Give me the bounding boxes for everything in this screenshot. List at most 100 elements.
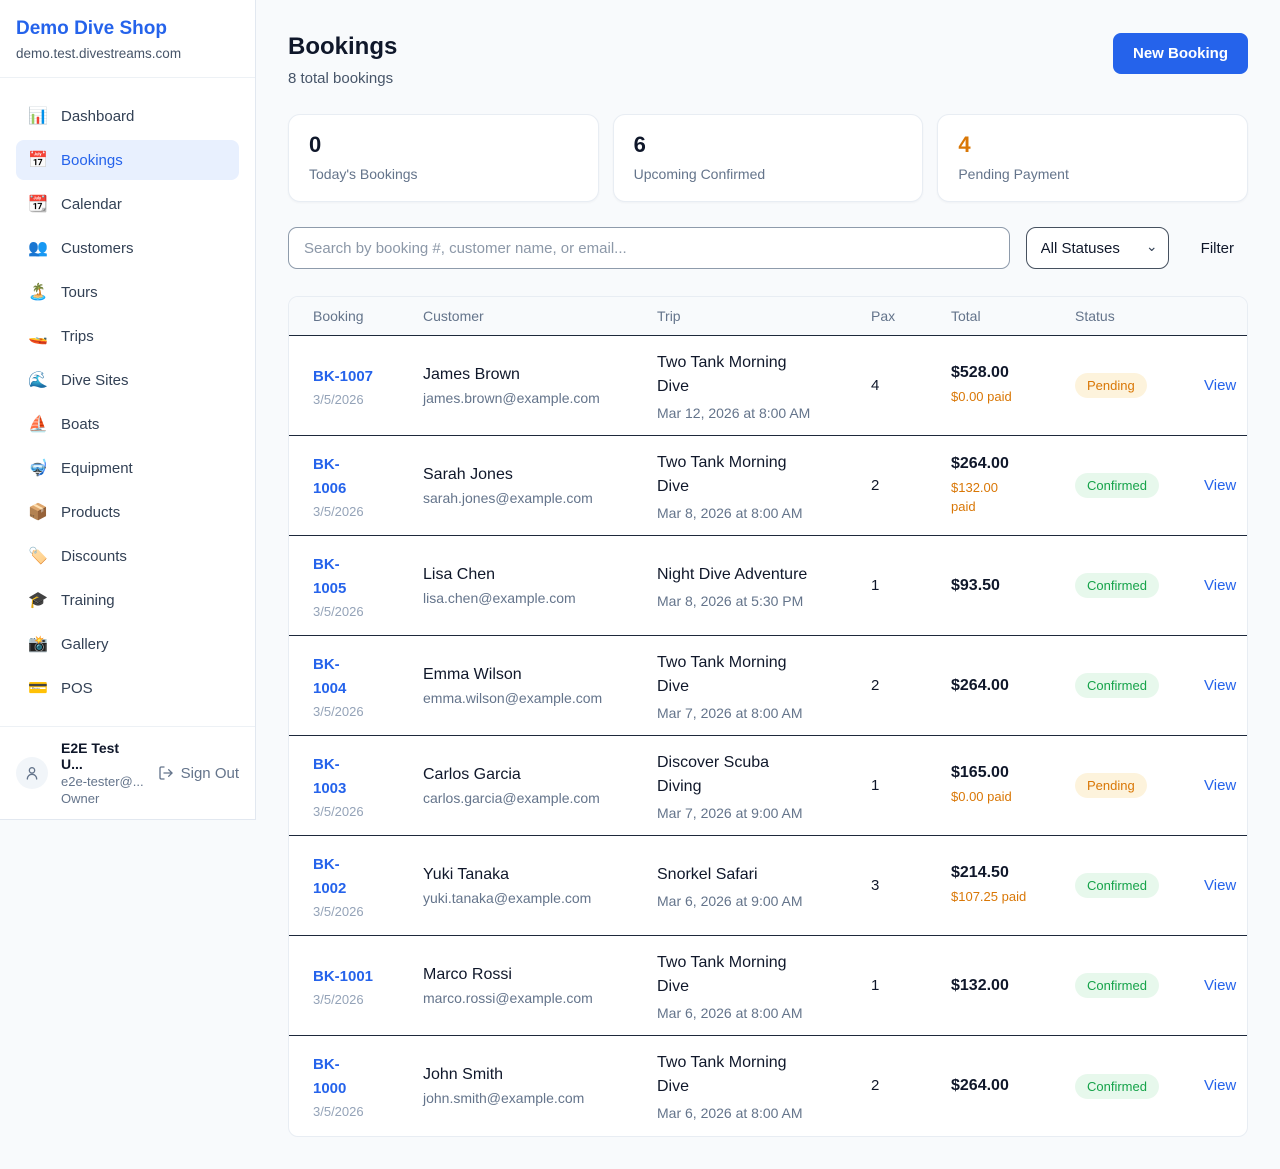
person-icon [26,767,38,780]
total-cell: $165.00 $0.00 paid [951,764,1075,807]
status-cell: Confirmed [1075,673,1204,698]
column-header-customer: Customer [423,308,484,324]
view-link[interactable]: View [1204,776,1237,794]
customer-cell: Marco Rossi marco.rossi@example.com [423,966,657,1006]
customer-cell: Yuki Tanaka yuki.tanaka@example.com [423,866,657,906]
logout-icon [158,766,173,780]
sidebar-item-boats[interactable]: ⛵ Boats [16,404,239,444]
view-link[interactable]: View [1204,576,1237,594]
user-info: E2E Test U... e2e-tester@... Owner [61,740,145,806]
pax-value: 2 [871,676,880,694]
customer-cell: James Brown james.brown@example.com [423,366,657,406]
sidebar-item-customers[interactable]: 👥 Customers [16,228,239,268]
action-cell: View [1204,476,1247,495]
customer-cell: Sarah Jones sarah.jones@example.com [423,466,657,506]
trip-name: Snorkel Safari [657,865,758,883]
trip-name: Two Tank Morning Dive [657,1054,787,1095]
total-amount: $132.00 [951,976,1009,994]
calendar-icon: 📅 [28,152,48,169]
status-badge: Confirmed [1075,1073,1159,1099]
new-booking-button[interactable]: New Booking [1112,33,1248,74]
status-badge: Pending [1075,773,1147,798]
stats-row: 0 Today's Bookings 6 Upcoming Confirmed … [288,114,1248,202]
sidebar-item-gallery[interactable]: 📸 Gallery [16,624,239,664]
action-cell: View [1204,676,1247,695]
view-link[interactable]: View [1204,976,1237,994]
user-name: E2E Test U... [61,740,120,772]
booking-id-link[interactable]: BK- 1006 [313,455,347,497]
sidebar-item-dive-sites[interactable]: 🌊 Dive Sites [16,360,239,400]
trip-cell: Two Tank Morning Dive Mar 8, 2026 at 8:0… [657,451,871,521]
view-link[interactable]: View [1204,476,1237,494]
customer-cell: John Smith john.smith@example.com [423,1066,657,1106]
pax-value: 1 [871,576,880,594]
user-role: Owner [61,791,100,806]
table-header-row: Booking Customer Trip Pax Total Status [289,297,1247,336]
status-cell: Confirmed [1075,473,1204,498]
status-badge: Pending [1075,373,1147,398]
booking-cell: BK- 1002 3/5/2026 [313,853,423,919]
sidebar-item-bookings[interactable]: 📅 Bookings [16,140,239,180]
total-amount: $528.00 [951,364,1009,382]
view-link[interactable]: View [1204,1077,1237,1094]
stat-card-upcoming-confirmed: 6 Upcoming Confirmed [612,114,924,202]
user-section: E2E Test U... e2e-tester@... Owner Sign … [0,726,255,819]
view-link[interactable]: View [1204,876,1237,894]
total-amount: $165.00 [951,764,1009,782]
sidebar-item-products[interactable]: 📦 Products [16,492,239,532]
trip-datetime: Mar 6, 2026 at 9:00 AM [657,892,803,909]
customer-email: yuki.tanaka@example.com [423,889,592,906]
customer-name: Lisa Chen [423,565,496,583]
trip-datetime: Mar 8, 2026 at 8:00 AM [657,504,803,521]
package-icon: 📦 [28,504,48,521]
customer-email: lisa.chen@example.com [423,589,576,606]
sidebar-item-label: Trips [61,327,94,345]
booking-id-link[interactable]: BK- 1002 [313,855,347,897]
sidebar-item-label: POS [61,679,93,697]
bookings-table: Booking Customer Trip Pax Total Status B… [288,296,1248,1137]
booking-id-link[interactable]: BK-1007 [313,367,374,385]
view-link[interactable]: View [1204,376,1237,394]
booking-date: 3/5/2026 [313,603,364,619]
total-amount: $214.50 [951,864,1009,882]
filter-button[interactable]: Filter [1200,239,1234,257]
sidebar-item-equipment[interactable]: 🤿 Equipment [16,448,239,488]
camera-icon: 📸 [28,636,48,653]
view-link[interactable]: View [1204,676,1237,694]
sidebar-item-pos[interactable]: 💳 POS [16,668,239,708]
customer-email: carlos.garcia@example.com [423,789,600,806]
bar-chart-icon: 📊 [28,108,48,125]
customer-name: Carlos Garcia [423,765,521,783]
status-select-wrap: All Statuses ⌄ [1025,227,1169,269]
sign-out-label: Sign Out [180,764,239,782]
sidebar-item-trips[interactable]: 🚤 Trips [16,316,239,356]
trip-name: Two Tank Morning Dive [657,353,787,395]
sidebar-item-training[interactable]: 🎓 Training [16,580,239,620]
brand-name: Demo Dive Shop [16,18,167,39]
booking-id-link[interactable]: BK-1001 [313,967,374,985]
avatar [16,757,48,789]
sidebar-item-discounts[interactable]: 🏷️ Discounts [16,536,239,576]
title-block: Bookings 8 total bookings [288,33,397,87]
status-select[interactable]: All Statuses [1025,227,1169,269]
trip-name: Two Tank Morning Dive [657,653,787,695]
booking-id-link[interactable]: BK- 1005 [313,555,347,597]
sidebar-item-calendar[interactable]: 📆 Calendar [16,184,239,224]
sidebar-item-dashboard[interactable]: 📊 Dashboard [16,96,239,136]
booking-id-link[interactable]: BK- 1000 [313,1056,347,1097]
sidebar-item-tours[interactable]: 🏝️ Tours [16,272,239,312]
stat-value: 4 [958,132,971,157]
action-cell: View [1204,376,1247,395]
booking-id-link[interactable]: BK- 1004 [313,655,347,697]
customer-name: Yuki Tanaka [423,865,509,883]
sidebar-item-label: Training [61,591,115,609]
column-header-pax: Pax [871,308,896,324]
sidebar-item-label: Dashboard [61,107,135,125]
sidebar-item-label: Dive Sites [61,371,129,389]
booking-date: 3/5/2026 [313,391,364,407]
search-input[interactable] [288,227,1010,269]
sign-out-button[interactable]: Sign Out [158,765,239,782]
booking-id-link[interactable]: BK- 1003 [313,755,347,797]
status-cell: Confirmed [1075,1073,1204,1099]
customer-name: Emma Wilson [423,665,522,683]
